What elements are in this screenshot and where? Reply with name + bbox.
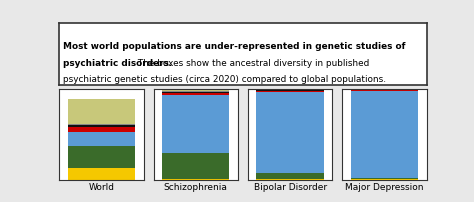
Bar <box>162 92 229 93</box>
Text: The boxes show the ancestral diversity in published: The boxes show the ancestral diversity i… <box>135 58 369 67</box>
Bar <box>162 154 229 179</box>
Bar <box>351 179 418 180</box>
Bar <box>162 90 229 92</box>
Bar <box>68 132 135 146</box>
Bar <box>256 93 324 174</box>
X-axis label: Major Depression: Major Depression <box>345 183 424 191</box>
Bar <box>68 128 135 132</box>
Bar <box>68 100 135 124</box>
Bar <box>256 174 324 179</box>
Bar <box>68 146 135 168</box>
Bar <box>68 168 135 180</box>
Bar <box>256 91 324 92</box>
X-axis label: Schizophrenia: Schizophrenia <box>164 183 228 191</box>
Bar <box>351 178 418 179</box>
Bar <box>256 90 324 91</box>
Text: Most world populations are under-represented in genetic studies of: Most world populations are under-represe… <box>63 42 405 50</box>
Bar <box>162 93 229 94</box>
Bar <box>68 124 135 125</box>
Bar <box>68 125 135 128</box>
X-axis label: Bipolar Disorder: Bipolar Disorder <box>254 183 327 191</box>
Text: psychiatric disorders.: psychiatric disorders. <box>63 58 172 67</box>
Bar <box>162 179 229 180</box>
Bar <box>162 95 229 154</box>
Bar <box>351 91 418 178</box>
Text: psychiatric genetic studies (circa 2020) compared to global populations.: psychiatric genetic studies (circa 2020)… <box>63 75 386 84</box>
X-axis label: World: World <box>88 183 114 191</box>
Bar <box>162 94 229 95</box>
Bar <box>351 90 418 91</box>
Bar <box>256 179 324 180</box>
Bar <box>256 92 324 93</box>
